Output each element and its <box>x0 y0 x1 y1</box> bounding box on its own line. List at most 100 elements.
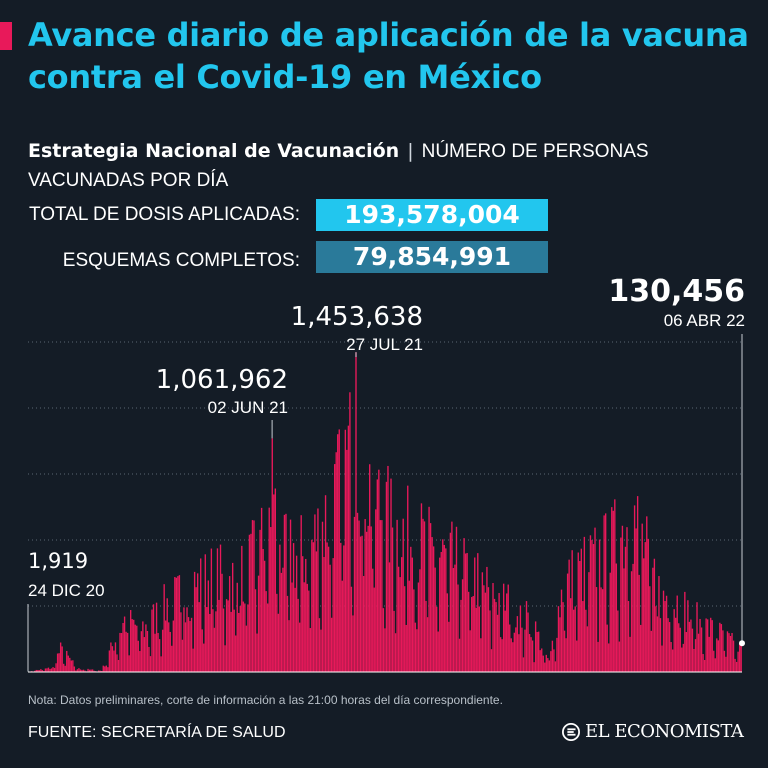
chart-bar <box>735 661 738 672</box>
chart-bar <box>326 542 328 672</box>
chart-bar <box>577 552 579 672</box>
chart-bar <box>434 567 436 672</box>
chart-bar <box>658 576 660 672</box>
chart-bar <box>530 637 532 672</box>
chart-bar <box>337 434 339 672</box>
chart-bar <box>58 653 60 672</box>
chart-bar <box>422 518 424 672</box>
annotation-value: 1,061,962 <box>156 365 288 395</box>
chart-bar <box>125 631 127 672</box>
chart-bar <box>643 558 645 672</box>
chart-bar <box>168 622 170 672</box>
chart-bar <box>181 639 184 672</box>
complete-schemes-label: ESQUEMAS COMPLETOS: <box>62 250 300 271</box>
chart-bar <box>699 618 701 672</box>
chart-bar <box>693 648 695 672</box>
chart-bar <box>190 617 193 672</box>
chart-bar <box>553 649 555 672</box>
chart-bar <box>515 627 517 672</box>
chart-bar <box>408 580 410 672</box>
chart-bar <box>542 655 544 672</box>
chart-bar <box>184 622 187 672</box>
chart-bar <box>235 635 237 672</box>
chart-bar <box>373 587 375 672</box>
chart-bar <box>286 595 289 672</box>
chart-bar <box>291 582 293 672</box>
chart-bar <box>241 545 243 672</box>
chart-bar <box>382 608 385 672</box>
chart-bar <box>487 587 490 672</box>
chart-bar <box>309 628 312 672</box>
chart-bar <box>215 611 217 672</box>
chart-bar <box>268 507 270 672</box>
chart-bar <box>568 559 570 672</box>
chart-bar <box>49 668 51 672</box>
chart-bar <box>668 622 671 672</box>
chart-bar <box>618 641 621 672</box>
chart-bar <box>725 656 727 672</box>
chart-bar <box>471 597 473 672</box>
annotation-date: 27 JUL 21 <box>346 335 423 354</box>
chart-bar <box>193 571 196 672</box>
chart-bar <box>714 658 716 672</box>
chart-bar <box>130 610 132 672</box>
chart-bar <box>670 642 672 672</box>
chart-bar <box>99 670 101 672</box>
chart-bar <box>694 639 697 672</box>
chart-bar <box>364 519 366 672</box>
chart-bar <box>474 557 476 672</box>
chart-bar <box>230 611 232 672</box>
chart-bar <box>690 619 692 672</box>
chart-bar <box>737 651 739 672</box>
chart-bar <box>330 617 333 672</box>
chart-bar <box>633 505 636 672</box>
chart-bar <box>400 557 403 672</box>
chart-bar <box>385 481 388 672</box>
chart-bar <box>461 579 464 672</box>
chart-bar <box>729 635 732 672</box>
chart-bar <box>137 640 139 672</box>
chart-bar <box>210 548 213 672</box>
chart-bar <box>52 667 54 672</box>
chart-bar <box>126 632 129 672</box>
chart-bar <box>527 612 529 672</box>
chart-bar <box>350 586 353 672</box>
chart-bar <box>379 520 382 672</box>
chart-bar <box>53 667 56 672</box>
chart-bar <box>114 642 117 672</box>
chart-bar <box>271 438 273 672</box>
chart-bar <box>273 494 275 672</box>
chart-bar <box>525 601 528 672</box>
chart-bar <box>317 508 319 672</box>
chart-bar <box>344 429 347 672</box>
chart-bar <box>254 589 257 672</box>
chart-bar <box>627 600 630 672</box>
chart-bar <box>248 534 251 672</box>
chart-bar <box>591 540 593 672</box>
chart-bar <box>675 617 677 672</box>
chart-bar <box>161 629 164 672</box>
chart-bar <box>632 563 634 672</box>
chart-bar <box>396 519 398 672</box>
chart-bar <box>439 557 441 672</box>
chart-bar <box>198 602 200 672</box>
chart-bar <box>671 649 674 672</box>
chart-bar <box>688 621 691 672</box>
chart-bar <box>402 518 404 672</box>
chart-bar <box>157 632 159 672</box>
chart-bar <box>35 669 37 672</box>
chart-bar <box>533 662 535 672</box>
chart-bar <box>163 584 165 672</box>
chart-bar <box>212 609 214 672</box>
chart-bar <box>233 609 235 672</box>
chart-bar <box>232 562 234 672</box>
chart-bar <box>149 656 152 672</box>
chart-bar <box>253 520 255 672</box>
chart-bar <box>419 569 421 672</box>
chart-bar <box>228 576 231 672</box>
chart-bar <box>495 602 497 672</box>
chart-bar <box>47 667 50 672</box>
chart-bar <box>641 523 643 672</box>
chart-bar <box>608 643 610 672</box>
chart-bar <box>37 669 39 672</box>
